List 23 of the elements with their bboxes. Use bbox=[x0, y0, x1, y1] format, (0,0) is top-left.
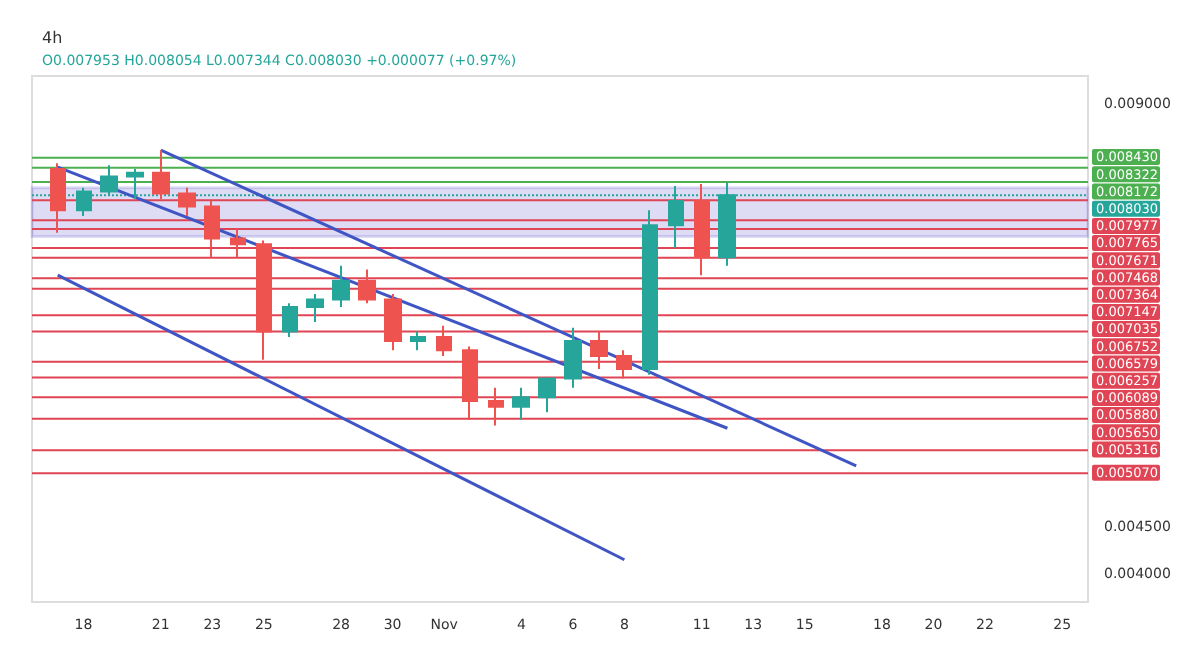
candlestick bbox=[50, 162, 66, 234]
candlestick bbox=[358, 268, 376, 305]
candlestick bbox=[178, 186, 196, 217]
candlestick bbox=[282, 302, 298, 339]
candlestick bbox=[462, 345, 478, 421]
candlestick bbox=[436, 324, 452, 357]
candlestick bbox=[256, 239, 272, 361]
candlestick bbox=[204, 199, 220, 259]
chart-title: 4h bbox=[42, 29, 63, 47]
candlestick bbox=[332, 264, 350, 309]
candlestick bbox=[306, 292, 324, 324]
candlestick bbox=[538, 377, 556, 414]
candlestick bbox=[152, 149, 170, 201]
candlestick bbox=[694, 183, 710, 277]
candlestick bbox=[642, 209, 658, 376]
candlestick bbox=[230, 228, 246, 259]
candlestick bbox=[564, 326, 582, 389]
candlestick bbox=[410, 330, 426, 352]
candlestick bbox=[616, 349, 632, 380]
candlestick bbox=[512, 386, 530, 421]
candlestick bbox=[488, 386, 504, 427]
candlestick bbox=[384, 292, 402, 352]
candlestick bbox=[590, 330, 608, 371]
